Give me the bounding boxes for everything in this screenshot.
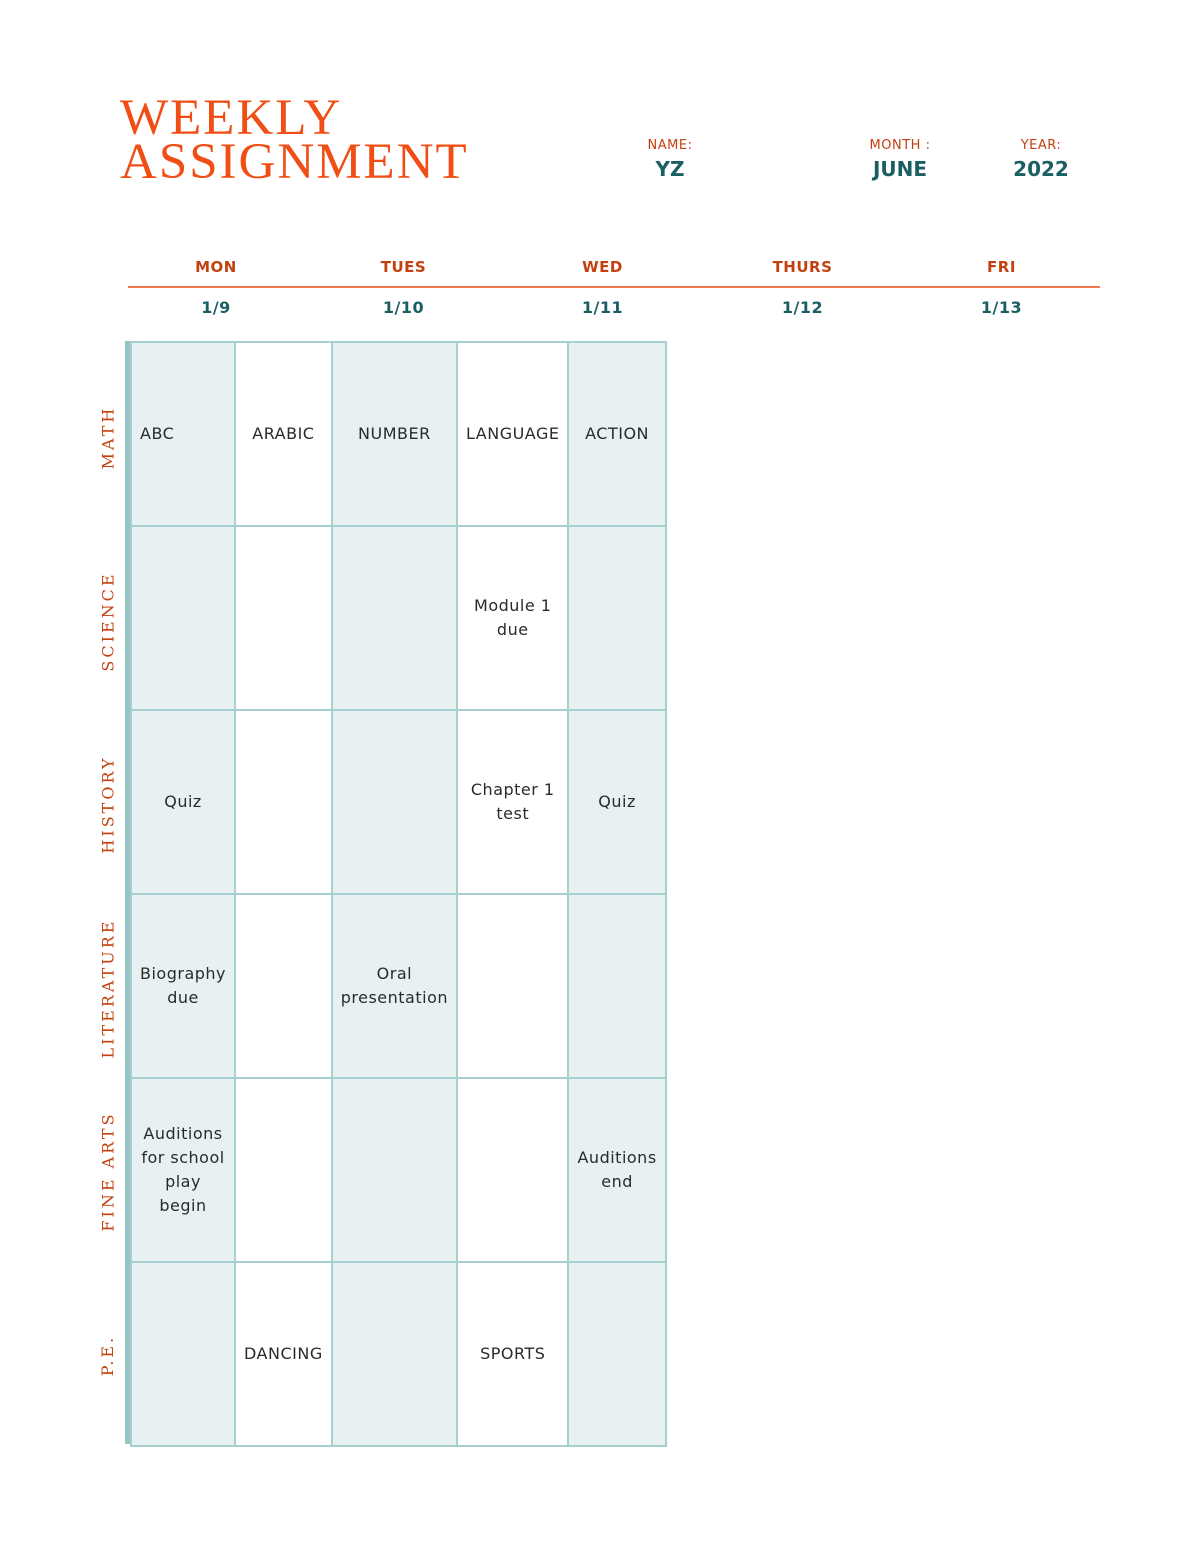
cell-pe-wed[interactable] <box>330 1261 459 1447</box>
cell-pe-tues[interactable]: DANCING <box>234 1261 333 1447</box>
row-math: ABC ARABIC NUMBER LANGUAGE ACTION <box>129 341 667 527</box>
name-field: NAME: YZ <box>630 138 710 181</box>
day-date-tues: 1/10 <box>382 298 425 317</box>
header-divider <box>128 286 1100 288</box>
cell-pe-thurs[interactable]: SPORTS <box>455 1261 570 1447</box>
cell-fine-arts-thurs[interactable] <box>455 1077 570 1263</box>
month-field: MONTH : JUNE <box>860 138 940 181</box>
cell-history-thurs[interactable]: Chapter 1 test <box>455 709 570 895</box>
cell-history-wed[interactable] <box>330 709 459 895</box>
cell-science-tues[interactable] <box>234 525 333 711</box>
cell-math-wed[interactable]: NUMBER <box>330 341 459 527</box>
day-label-thurs: THURS <box>772 258 833 276</box>
cell-science-mon[interactable] <box>129 525 237 711</box>
day-date-mon: 1/9 <box>201 298 231 317</box>
cell-literature-mon[interactable]: Biography due <box>129 893 237 1079</box>
assignment-table: ABC ARABIC NUMBER LANGUAGE ACTION Module… <box>129 341 667 1447</box>
title-line-1: WEEKLY <box>120 90 343 146</box>
cell-fine-arts-fri[interactable]: Auditions end <box>567 1077 667 1263</box>
row-history: Quiz Chapter 1 test Quiz <box>129 709 667 895</box>
cell-math-fri[interactable]: ACTION <box>567 341 667 527</box>
cell-science-wed[interactable] <box>330 525 459 711</box>
cell-fine-arts-mon[interactable]: Auditions for school play begin <box>129 1077 237 1263</box>
year-value[interactable]: 2022 <box>1013 157 1069 181</box>
day-date-wed: 1/11 <box>581 298 624 317</box>
cell-history-mon[interactable]: Quiz <box>129 709 237 895</box>
name-value[interactable]: YZ <box>655 157 685 181</box>
day-label-wed: WED <box>582 258 623 276</box>
name-label: NAME: <box>647 138 693 153</box>
cell-history-fri[interactable]: Quiz <box>567 709 667 895</box>
cell-history-tues[interactable] <box>234 709 333 895</box>
row-pe: DANCING SPORTS <box>129 1261 667 1447</box>
cell-fine-arts-tues[interactable] <box>234 1077 333 1263</box>
cell-literature-fri[interactable] <box>567 893 667 1079</box>
day-labels-row: MON TUES WED THURS FRI <box>128 258 1100 286</box>
day-label-tues: TUES <box>380 258 427 276</box>
year-field: YEAR: 2022 <box>1005 138 1077 181</box>
cell-math-mon[interactable]: ABC <box>129 341 237 527</box>
row-fine-arts: Auditions for school play begin Audition… <box>129 1077 667 1263</box>
cell-pe-mon[interactable] <box>129 1261 237 1447</box>
grid-accent-bar <box>125 341 131 1444</box>
cell-pe-fri[interactable] <box>567 1261 667 1447</box>
row-science: Module 1 due <box>129 525 667 711</box>
cell-literature-thurs[interactable] <box>455 893 570 1079</box>
cell-math-thurs[interactable]: LANGUAGE <box>455 341 570 527</box>
cell-science-thurs[interactable]: Module 1 due <box>455 525 570 711</box>
row-literature: Biography due Oral presentation <box>129 893 667 1079</box>
day-label-fri: FRI <box>987 258 1016 276</box>
day-header: MON TUES WED THURS FRI 1/9 1/10 1/11 1/1… <box>128 258 1100 317</box>
day-date-fri: 1/13 <box>980 298 1023 317</box>
cell-math-tues[interactable]: ARABIC <box>234 341 333 527</box>
month-value[interactable]: JUNE <box>872 157 928 181</box>
year-label: YEAR: <box>1020 138 1062 153</box>
title-line-2: ASSIGNMENT <box>120 134 469 190</box>
day-dates-row: 1/9 1/10 1/11 1/12 1/13 <box>128 288 1100 317</box>
day-date-thurs: 1/12 <box>781 298 824 317</box>
cell-science-fri[interactable] <box>567 525 667 711</box>
cell-literature-wed[interactable]: Oral presentation <box>330 893 459 1079</box>
cell-literature-tues[interactable] <box>234 893 333 1079</box>
cell-fine-arts-wed[interactable] <box>330 1077 459 1263</box>
month-label: MONTH : <box>869 138 931 153</box>
day-label-mon: MON <box>195 258 237 276</box>
page-title: WEEKLY ASSIGNMENT <box>120 90 469 190</box>
